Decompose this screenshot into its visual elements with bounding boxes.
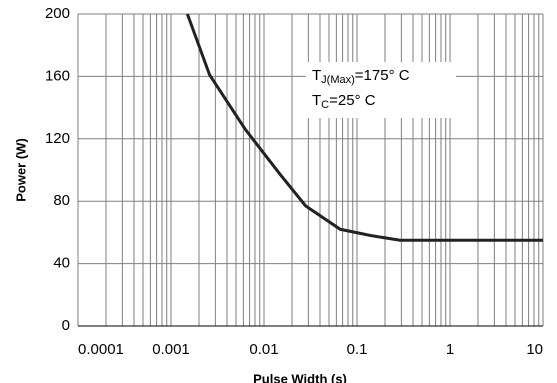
annotation: TJ(Max)=175° C [312,67,410,86]
x-tick-label: 0.01 [249,341,278,358]
y-tick-label: 200 [45,5,70,22]
annotation: TC=25° C [312,92,376,111]
x-tick-label: 0.1 [347,341,368,358]
x-axis-title: Pulse Width (s) [253,371,347,383]
y-tick-label: 120 [45,130,70,147]
y-tick-label: 40 [53,255,70,272]
annotation-part: T [312,92,321,109]
annotation-part: T [312,67,321,84]
y-axis-title: Power (W) [13,138,28,202]
x-tick-label: 1 [446,341,454,358]
x-tick-label: 0.001 [152,341,190,358]
annotation-background [306,62,456,118]
annotation-part: C [321,99,329,111]
x-tick-label: 0.0001 [78,341,124,358]
annotation-part: =25° C [329,92,376,109]
y-tick-label: 80 [53,192,70,209]
y-tick-label: 160 [45,67,70,84]
annotation-part: J(Max) [321,74,355,86]
x-tick-label: 10 [526,341,543,358]
y-tick-label: 0 [62,317,70,334]
annotation-part: =175° C [355,67,410,84]
data-line [185,13,543,242]
